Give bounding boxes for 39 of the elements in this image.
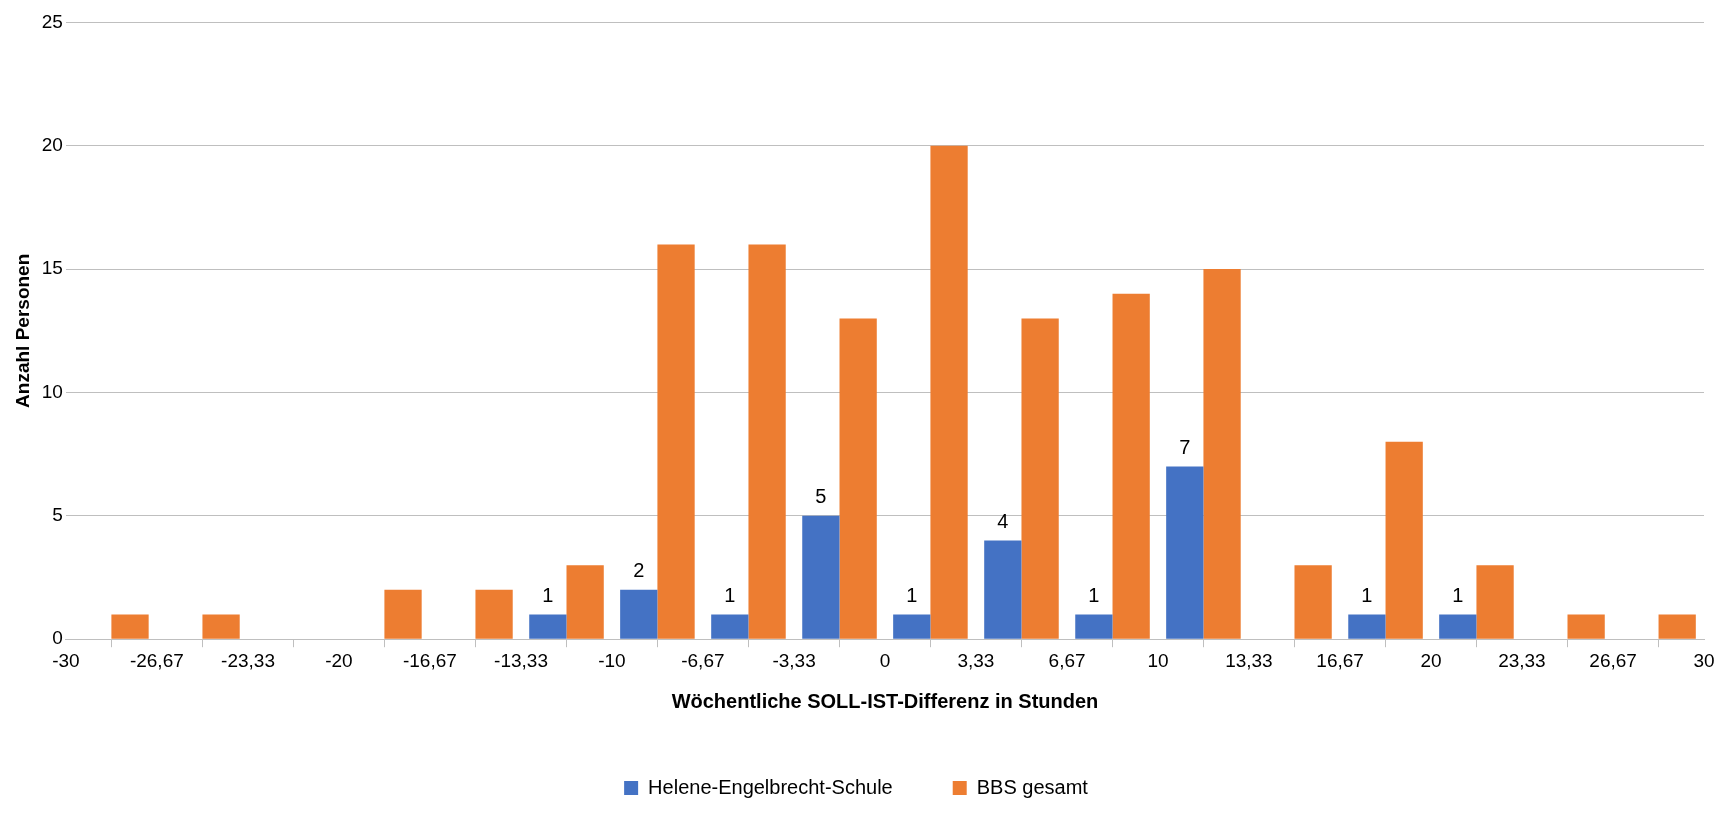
- legend-label: Helene-Engelbrecht-Schule: [648, 775, 893, 798]
- x-axis-title: Wöchentliche SOLL-IST-Differenz in Stunden: [671, 689, 1099, 712]
- data-label: 1: [1088, 584, 1100, 607]
- x-tick-label: 6,67: [1048, 649, 1086, 671]
- data-label: 7: [1179, 436, 1191, 459]
- y-axis-title: Anzahl Personen: [11, 253, 33, 408]
- data-label: 1: [724, 584, 736, 607]
- x-tick-label: -3,33: [772, 649, 816, 671]
- y-tick-label: 25: [41, 10, 63, 32]
- y-tick-label: 0: [52, 627, 63, 649]
- x-tick-label: -16,67: [402, 649, 457, 671]
- x-tick-label: -20: [325, 649, 353, 671]
- data-label: 5: [815, 485, 827, 508]
- x-tick-label: 13,33: [1225, 649, 1273, 671]
- data-label: 1: [1361, 584, 1373, 607]
- x-tick-label: 16,67: [1316, 649, 1364, 671]
- x-tick-label: 3,33: [957, 649, 995, 671]
- y-tick-label: 10: [41, 380, 63, 402]
- x-tick-label: -26,67: [129, 649, 184, 671]
- x-tick-label: 20: [1420, 649, 1442, 671]
- x-tick-label: -10: [598, 649, 626, 671]
- data-label: 1: [906, 584, 918, 607]
- data-label: 1: [1452, 584, 1464, 607]
- data-label: 1: [542, 584, 554, 607]
- legend-label: BBS gesamt: [976, 775, 1089, 798]
- y-tick-label: 20: [41, 133, 63, 155]
- x-tick-label: 30: [1693, 649, 1715, 671]
- x-tick-label: 23,33: [1498, 649, 1546, 671]
- x-tick-label: 26,67: [1589, 649, 1637, 671]
- y-tick-label: 5: [52, 504, 63, 526]
- x-tick-label: 10: [1147, 649, 1169, 671]
- x-tick-label: -23,33: [221, 649, 275, 671]
- x-tick-label: -13,33: [494, 649, 548, 671]
- data-label: 4: [997, 510, 1009, 533]
- data-label: 2: [633, 559, 645, 582]
- x-tick-label: 0: [879, 649, 891, 671]
- y-tick-label: 15: [41, 257, 63, 279]
- x-tick-label: -6,67: [681, 649, 725, 671]
- x-tick-label: -30: [52, 649, 80, 671]
